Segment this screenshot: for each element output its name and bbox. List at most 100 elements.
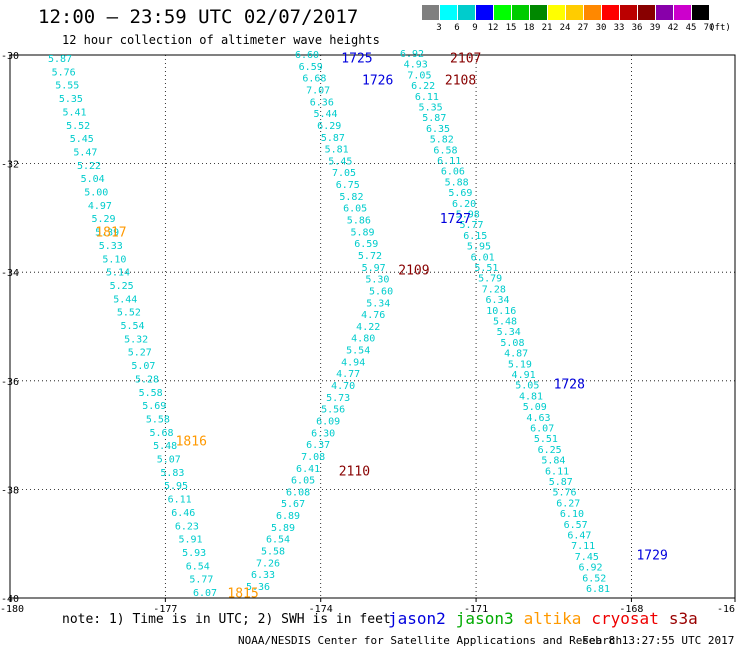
wave-height-value: 5.67 (281, 499, 305, 510)
wave-height-value: 5.73 (326, 393, 350, 404)
wave-height-value: 5.82 (339, 192, 363, 203)
wave-height-value: 7.26 (256, 558, 280, 569)
wave-height-value: 5.34 (366, 298, 390, 309)
wave-height-value: 5.41 (62, 107, 86, 118)
legend-swatch (584, 5, 601, 20)
wave-height-value: 5.29 (91, 214, 115, 225)
legend-swatch (494, 5, 511, 20)
wave-height-value: 5.35 (419, 103, 443, 114)
wave-height-value: 5.07 (157, 455, 181, 466)
wave-height-value: 6.20 (452, 199, 476, 210)
wave-height-value: 6.05 (343, 204, 367, 215)
legend-swatch (458, 5, 475, 20)
page-title: 12:00 — 23:59 UTC 02/07/2017 (38, 6, 359, 28)
wave-height-value: 6.54 (266, 535, 290, 546)
wave-height-value: 4.63 (526, 413, 550, 424)
wave-height-value: 4.97 (88, 201, 112, 212)
wave-height-value: 5.68 (149, 428, 173, 439)
legend-swatch (620, 5, 637, 20)
wave-height-value: 5.88 (445, 177, 469, 188)
wave-height-value: 5.14 (106, 268, 130, 279)
legend-swatch (512, 5, 529, 20)
x-tick-label: -168 (619, 604, 643, 615)
legend-swatch (566, 5, 583, 20)
wave-height-value: 5.81 (325, 145, 349, 156)
legend-label: 6 (454, 23, 460, 33)
wave-height-value: 5.45 (70, 134, 94, 145)
legend-label: 33 (613, 23, 625, 33)
wave-height-value: 5.47 (73, 147, 97, 158)
wave-height-value: 6.59 (354, 239, 378, 250)
credit-line: NOAA/NESDIS Center for Satellite Applica… (238, 634, 623, 647)
x-tick-label: -174 (309, 604, 333, 615)
wave-height-value: 6.37 (306, 440, 330, 451)
legend-swatch (548, 5, 565, 20)
legend-swatch (476, 5, 493, 20)
satellite-name: jason3 (455, 609, 514, 628)
legend-label: 18 (523, 23, 535, 33)
wave-height-value: 10.16 (486, 306, 516, 317)
y-tick-label: -32 (1, 160, 19, 171)
legend-label: 27 (577, 23, 589, 33)
wave-height-value: 5.95 (467, 242, 491, 253)
wave-height-value: 5.72 (358, 251, 382, 262)
wave-height-value: 6.92 (579, 563, 603, 574)
wave-height-value: 4.81 (519, 391, 543, 402)
wave-height-value: 5.04 (81, 174, 105, 185)
wave-height-value: 5.55 (55, 81, 79, 92)
track-time-label: 1817 (95, 225, 126, 240)
track-time-label: 1725 (341, 52, 372, 67)
wave-height-value: 5.36 (246, 582, 270, 593)
wave-height-value: 5.32 (124, 334, 148, 345)
legend-unit: (ft) (709, 23, 731, 33)
legend-label: 9 (472, 23, 478, 33)
wave-height-value: 6.06 (441, 167, 465, 178)
wave-height-value: 5.08 (500, 338, 524, 349)
wave-height-value: 5.89 (351, 227, 375, 238)
wave-height-value: 6.22 (411, 81, 435, 92)
track-time-label: 1815 (227, 587, 258, 602)
wave-height-value: 6.52 (582, 573, 606, 584)
wave-height-value: 7.08 (301, 452, 325, 463)
wave-height-value: 5.79 (478, 274, 502, 285)
wave-height-value: 6.10 (560, 509, 584, 520)
wave-height-value: 5.91 (178, 535, 202, 546)
track-time-label: 1729 (636, 549, 667, 564)
wave-height-value: 5.97 (362, 263, 386, 274)
wave-height-value: 4.87 (504, 349, 528, 360)
wave-height-value: 5.07 (131, 361, 155, 372)
wave-height-value: 5.76 (52, 67, 76, 78)
wave-height-value: 6.08 (286, 487, 310, 498)
track-time-label: 1816 (176, 435, 207, 450)
satellite-name: cryosat (591, 609, 659, 628)
wave-height-value: 5.87 (422, 113, 446, 124)
y-tick-label: -38 (1, 485, 19, 496)
x-tick-label: -16 (717, 604, 735, 615)
wave-height-value: 6.54 (186, 561, 210, 572)
y-tick-label: -40 (1, 594, 19, 605)
wave-height-value: 5.39 (95, 228, 119, 239)
legend-label: 15 (505, 23, 517, 33)
wave-height-value: 5.83 (160, 468, 184, 479)
wave-height-value: 6.35 (426, 124, 450, 135)
wave-height-value: 6.27 (556, 498, 580, 509)
wave-height-value: 5.82 (430, 135, 454, 146)
legend-swatch (422, 5, 439, 20)
wave-height-value: 5.00 (84, 188, 108, 199)
wave-height-value: 5.69 (448, 188, 472, 199)
wave-height-value: 4.70 (331, 381, 355, 392)
legend-swatch (530, 5, 547, 20)
wave-height-value: 5.58 (146, 414, 170, 425)
wave-height-value: 6.36 (310, 97, 334, 108)
wave-height-value: 5.45 (328, 156, 352, 167)
wave-height-value: 5.58 (139, 388, 163, 399)
wave-height-value: 5.35 (59, 94, 83, 105)
wave-height-value: 6.25 (538, 445, 562, 456)
wave-height-value: 5.48 (153, 441, 177, 452)
track-time-label: 1727 (440, 212, 471, 227)
wave-height-value: 5.52 (66, 121, 90, 132)
wave-height-value: 6.23 (175, 521, 199, 532)
wave-height-value: 6.11 (437, 156, 461, 167)
wave-height-value: 5.27 (128, 348, 152, 359)
wave-height-value: 7.07 (306, 85, 330, 96)
